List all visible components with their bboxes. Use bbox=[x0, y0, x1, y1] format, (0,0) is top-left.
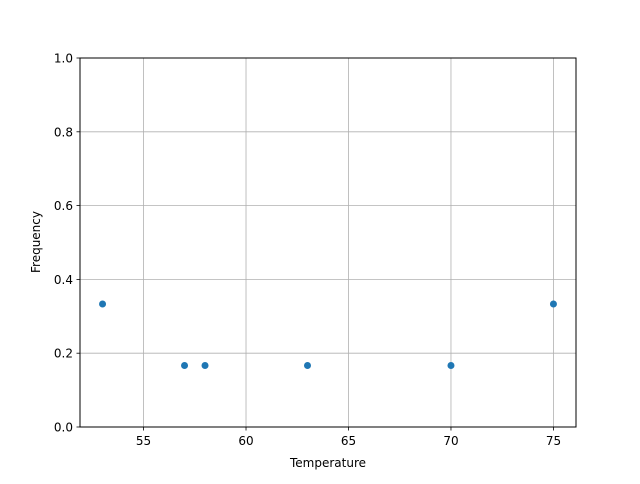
data-point bbox=[447, 361, 455, 369]
plot-frame bbox=[79, 57, 577, 428]
y-tick-label: 0.2 bbox=[54, 347, 73, 361]
x-axis-ticks: 55 60 65 70 75 bbox=[136, 427, 561, 448]
y-axis-label: Frequency bbox=[29, 211, 43, 273]
x-axis-label: Temperature bbox=[289, 456, 366, 470]
y-tick-label: 0.8 bbox=[54, 125, 73, 139]
x-tick-label: 55 bbox=[136, 434, 151, 448]
x-tick-label: 75 bbox=[546, 434, 561, 448]
x-tick-label: 60 bbox=[238, 434, 253, 448]
data-points bbox=[99, 300, 557, 369]
data-point bbox=[201, 361, 209, 369]
data-point bbox=[304, 361, 312, 369]
y-tick-label: 0.6 bbox=[54, 199, 73, 213]
y-tick-label: 1.0 bbox=[54, 52, 73, 66]
y-tick-label: 0.0 bbox=[54, 421, 73, 435]
y-axis-ticks: 0.0 0.2 0.4 0.6 0.8 1.0 bbox=[54, 52, 80, 435]
y-tick-label: 0.4 bbox=[54, 273, 73, 287]
data-point bbox=[181, 361, 189, 369]
data-point bbox=[99, 300, 107, 308]
grid bbox=[80, 57, 576, 428]
x-tick-label: 70 bbox=[443, 434, 458, 448]
data-point bbox=[549, 300, 557, 308]
x-tick-label: 65 bbox=[341, 434, 356, 448]
